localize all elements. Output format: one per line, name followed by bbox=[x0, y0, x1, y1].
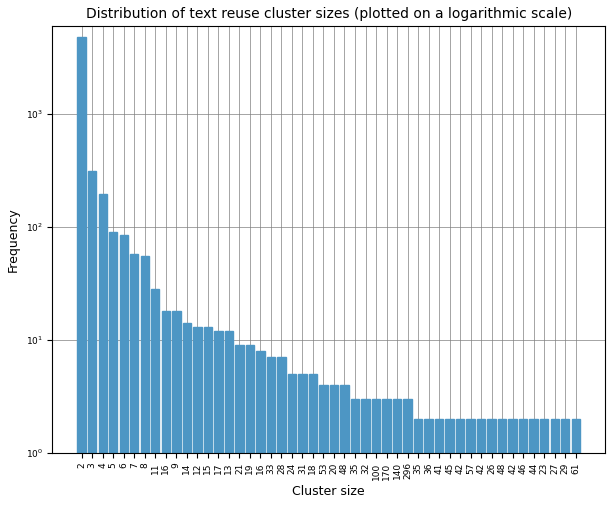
Bar bbox=[235, 345, 244, 505]
Bar bbox=[277, 357, 286, 505]
Bar bbox=[225, 331, 233, 505]
Bar bbox=[561, 419, 569, 505]
Bar bbox=[540, 419, 548, 505]
Bar bbox=[393, 399, 401, 505]
Title: Distribution of text reuse cluster sizes (plotted on a logarithmic scale): Distribution of text reuse cluster sizes… bbox=[86, 7, 572, 21]
Bar bbox=[151, 289, 160, 505]
Bar bbox=[330, 385, 338, 505]
Bar bbox=[193, 327, 201, 505]
Bar bbox=[130, 254, 138, 505]
Bar bbox=[141, 256, 149, 505]
Bar bbox=[509, 419, 517, 505]
Y-axis label: Frequency: Frequency bbox=[7, 207, 20, 272]
Bar bbox=[298, 374, 307, 505]
Bar bbox=[214, 331, 223, 505]
Bar bbox=[256, 350, 264, 505]
Bar bbox=[446, 419, 453, 505]
Bar bbox=[267, 357, 275, 505]
Bar bbox=[319, 385, 327, 505]
Bar bbox=[519, 419, 528, 505]
Bar bbox=[351, 399, 359, 505]
Bar bbox=[172, 311, 181, 505]
Bar bbox=[245, 345, 254, 505]
Bar bbox=[204, 327, 212, 505]
Bar bbox=[477, 419, 485, 505]
Bar bbox=[487, 419, 496, 505]
Bar bbox=[119, 235, 128, 505]
Bar bbox=[403, 399, 412, 505]
Bar bbox=[551, 419, 559, 505]
Bar bbox=[382, 399, 390, 505]
Bar bbox=[414, 419, 422, 505]
Bar bbox=[529, 419, 538, 505]
Bar bbox=[308, 374, 317, 505]
Bar bbox=[288, 374, 296, 505]
Bar bbox=[182, 323, 191, 505]
Bar bbox=[78, 37, 86, 505]
Bar bbox=[109, 232, 118, 505]
Bar bbox=[88, 172, 97, 505]
Bar bbox=[162, 311, 170, 505]
Bar bbox=[424, 419, 433, 505]
Bar bbox=[372, 399, 380, 505]
X-axis label: Cluster size: Cluster size bbox=[293, 485, 365, 498]
Bar bbox=[340, 385, 349, 505]
Bar bbox=[99, 194, 107, 505]
Bar bbox=[435, 419, 443, 505]
Bar bbox=[498, 419, 506, 505]
Bar bbox=[572, 419, 580, 505]
Bar bbox=[361, 399, 370, 505]
Bar bbox=[456, 419, 465, 505]
Bar bbox=[466, 419, 475, 505]
